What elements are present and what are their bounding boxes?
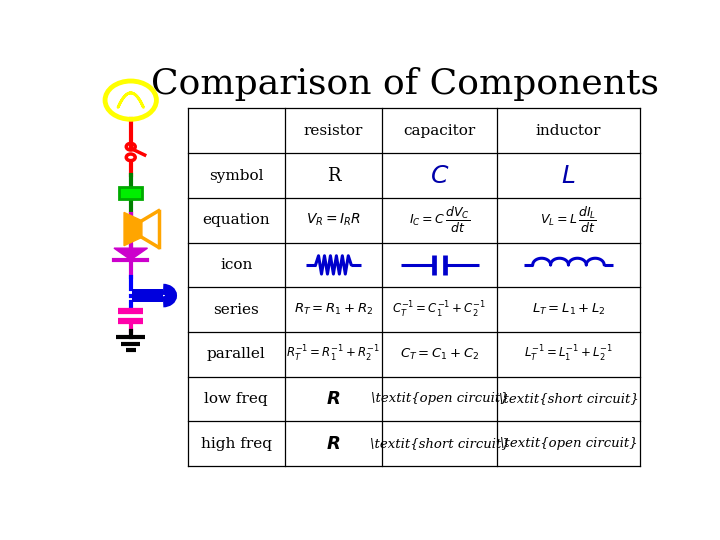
Text: capacitor: capacitor [403,124,476,138]
Text: \textit{short circuit}: \textit{short circuit} [370,437,510,450]
Bar [119,187,143,199]
Text: $\boldsymbol{R}$: $\boldsymbol{R}$ [326,435,341,453]
Polygon shape [114,248,148,260]
Text: $\mathit{C}$: $\mathit{C}$ [430,164,449,187]
Text: $R_T^{-1} = R_1^{-1} + R_2^{-1}$: $R_T^{-1} = R_1^{-1} + R_2^{-1}$ [287,345,381,364]
Text: $L_T = L_1 + L_2$: $L_T = L_1 + L_2$ [531,302,606,317]
Text: $C_T = C_1 + C_2$: $C_T = C_1 + C_2$ [400,347,480,362]
Text: equation: equation [202,213,270,227]
Text: \textit{open circuit}: \textit{open circuit} [371,393,508,406]
Text: icon: icon [220,258,253,272]
Text: R: R [327,166,340,185]
Text: $V_L = L\,\dfrac{dI_L}{dt}$: $V_L = L\,\dfrac{dI_L}{dt}$ [540,205,597,235]
Text: $R_T = R_1 + R_2$: $R_T = R_1 + R_2$ [294,302,373,317]
Text: resistor: resistor [304,124,363,138]
Text: $V_R = I_R R$: $V_R = I_R R$ [306,212,361,228]
Text: $C_T^{-1} = C_1^{-1} + C_2^{-1}$: $C_T^{-1} = C_1^{-1} + C_2^{-1}$ [392,300,487,320]
Text: low freq: low freq [204,392,268,406]
Polygon shape [124,212,142,246]
Text: parallel: parallel [207,347,266,361]
Text: Comparison of Components: Comparison of Components [151,66,660,100]
Bar [132,289,163,302]
Text: $\mathit{L}$: $\mathit{L}$ [561,164,576,187]
Text: $I_C = C\,\dfrac{dV_C}{dt}$: $I_C = C\,\dfrac{dV_C}{dt}$ [409,205,470,235]
Text: symbol: symbol [209,168,264,183]
Text: high freq: high freq [201,437,271,451]
Text: inductor: inductor [536,124,601,138]
Text: $\boldsymbol{R}$: $\boldsymbol{R}$ [326,390,341,408]
Text: $L_T^{-1} = L_1^{-1} + L_2^{-1}$: $L_T^{-1} = L_1^{-1} + L_2^{-1}$ [523,345,613,364]
Text: \textit{open circuit}: \textit{open circuit} [500,437,637,450]
Text: \textit{short circuit}: \textit{short circuit} [498,393,639,406]
Text: series: series [213,302,259,316]
